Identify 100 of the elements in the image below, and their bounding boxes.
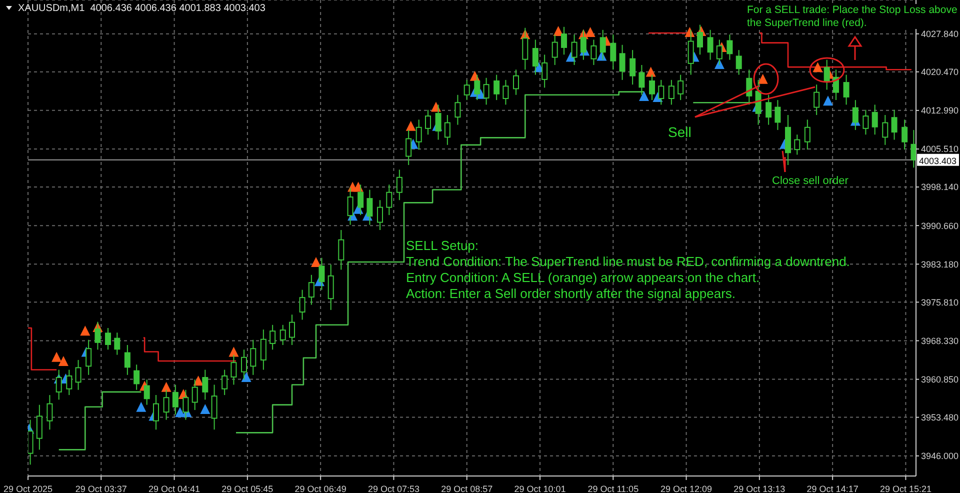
candlestick xyxy=(425,109,431,136)
candlestick xyxy=(902,119,908,150)
candlestick xyxy=(94,321,101,350)
point xyxy=(812,62,823,72)
candlestick xyxy=(377,200,383,231)
annotation: Trend Condition: The SuperTrend line must be RED, confirming a downtrend. xyxy=(406,254,850,269)
candlestick xyxy=(347,187,354,226)
point xyxy=(406,120,416,131)
point xyxy=(80,326,90,336)
candlestick xyxy=(406,129,412,166)
candlestick xyxy=(396,169,402,201)
point xyxy=(823,96,833,106)
point xyxy=(311,257,321,268)
y-tick-label: 3975.810 xyxy=(921,297,959,308)
candlestick xyxy=(542,54,548,88)
candlestick xyxy=(794,134,800,156)
candlestick xyxy=(358,184,364,216)
candlestick xyxy=(75,359,82,390)
y-tick-label: 4012.990 xyxy=(921,106,959,116)
y-tick-label: 3946.000 xyxy=(921,451,959,462)
candlestick xyxy=(86,339,92,376)
candlestick xyxy=(172,384,178,416)
candlestick xyxy=(862,109,869,136)
chart-title: XAUUSDm,M1 4006.436 4006.436 4001.883 4003.403 xyxy=(18,3,266,14)
candlestick xyxy=(774,100,781,130)
candlestick xyxy=(153,394,159,430)
candlestick xyxy=(571,34,578,66)
candlestick xyxy=(192,379,198,410)
candlestick xyxy=(804,119,810,150)
candlestick xyxy=(649,74,655,101)
candlestick xyxy=(882,114,888,146)
candlestick xyxy=(494,74,500,101)
ref-line-label: 4003.403 xyxy=(919,156,957,166)
candlestick xyxy=(308,274,314,306)
point xyxy=(52,352,62,362)
candlestick xyxy=(299,289,306,320)
y-tick-label: 3960.850 xyxy=(921,374,959,384)
y-tick-label: 4005.510 xyxy=(921,144,959,154)
y-tick-label: 3998.140 xyxy=(921,182,959,192)
candlestick xyxy=(668,79,674,106)
candlestick xyxy=(852,100,858,130)
x-tick-label: 29 Oct 10:01 xyxy=(514,484,566,493)
candlestick xyxy=(716,39,722,66)
candlestick xyxy=(736,50,742,76)
point xyxy=(585,27,596,38)
annotation: Action: Enter a Sell order shortly after the signal appears. xyxy=(406,286,736,301)
x-tick-label: 29 Oct 07:53 xyxy=(368,484,420,493)
annotation: Entry Condition: A SELL (orange) arrow appears on the chart. xyxy=(406,270,761,285)
point xyxy=(161,382,172,392)
candlestick xyxy=(464,79,470,101)
x-tick-label: 29 Oct 08:57 xyxy=(441,484,493,493)
candlestick xyxy=(746,69,752,106)
candlestick xyxy=(824,59,830,90)
candlestick xyxy=(444,114,450,146)
candlestick xyxy=(638,64,645,96)
annotation: Sell xyxy=(668,124,692,140)
annotation: SELL Setup: xyxy=(406,238,480,253)
candlestick xyxy=(833,69,839,101)
candlestick xyxy=(66,369,72,396)
candlestick xyxy=(134,364,140,390)
x-tick-label: 29 Oct 03:37 xyxy=(75,484,127,493)
candlestick xyxy=(386,184,392,216)
x-tick-label: 29 Oct 2025 xyxy=(3,484,53,493)
candlestick xyxy=(230,354,237,386)
candlestick xyxy=(280,324,286,346)
candlestick xyxy=(610,34,616,70)
x-tick-label: 29 Oct 15:21 xyxy=(880,484,932,493)
point xyxy=(58,356,68,366)
candlestick xyxy=(56,369,62,400)
candlestick xyxy=(532,39,538,76)
annotation: For a SELL trade: Place the Stop Loss above the SuperTrend line (red). xyxy=(747,4,959,29)
candlestick xyxy=(211,384,218,430)
candlestick xyxy=(726,34,733,60)
candlestick xyxy=(843,74,850,106)
annotation: Close sell order xyxy=(772,175,850,188)
candlestick xyxy=(891,109,898,140)
point xyxy=(200,404,210,414)
candlestick xyxy=(36,404,42,450)
point xyxy=(228,346,239,357)
candlestick xyxy=(872,104,878,136)
x-tick-label: 29 Oct 06:49 xyxy=(294,484,346,493)
point xyxy=(175,407,185,418)
y-tick-label: 3983.180 xyxy=(921,259,959,270)
candlestick xyxy=(222,369,228,396)
candlestick xyxy=(46,394,53,430)
candlestick xyxy=(580,29,586,60)
candlestick xyxy=(630,50,636,86)
x-tick-label: 29 Oct 04:41 xyxy=(148,484,200,493)
candlestick xyxy=(552,34,558,66)
candlestick xyxy=(318,257,325,290)
point xyxy=(646,66,656,77)
candlestick xyxy=(513,69,519,96)
x-tick-label: 29 Oct 11:05 xyxy=(588,484,639,493)
candlestick xyxy=(755,79,762,126)
candlestick xyxy=(658,79,664,106)
candlestick xyxy=(163,389,170,420)
candlestick xyxy=(338,230,344,270)
candlestick xyxy=(502,79,509,106)
candlestick xyxy=(454,94,461,126)
candlestick xyxy=(766,94,772,126)
